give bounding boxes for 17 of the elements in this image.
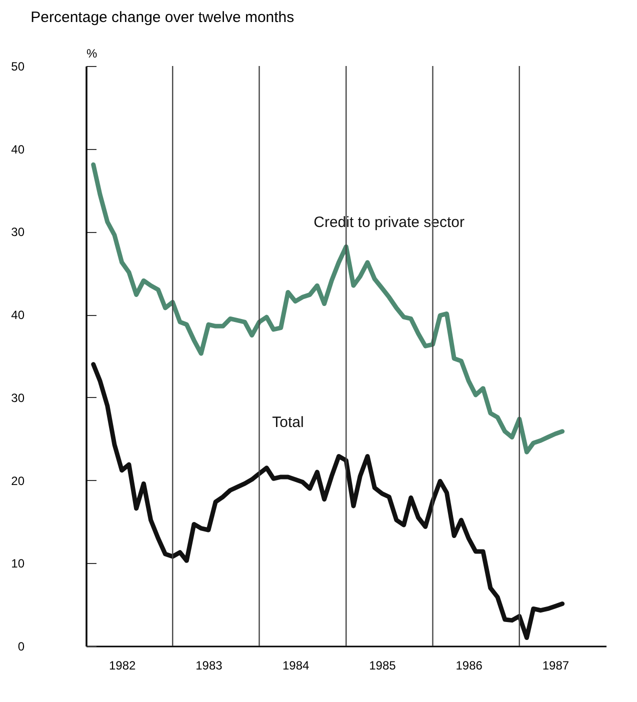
x-tick-label: 1982 <box>108 658 136 672</box>
y-tick-label: 20 <box>11 474 25 488</box>
y-tick-label: 10 <box>11 556 25 571</box>
line-series <box>91 162 565 454</box>
x-tick-label: 1986 <box>456 658 483 672</box>
y-tick-label: 40 <box>11 308 25 322</box>
chart-title: Percentage change over twelve months <box>30 9 294 26</box>
y2-axis-title: % <box>86 46 98 60</box>
x-tick-label: 1985 <box>369 658 396 672</box>
y-tick-label: 0 <box>18 640 25 654</box>
line-series <box>91 362 565 640</box>
x-tick-label: 1984 <box>282 658 310 672</box>
y2-tick-label: 50 <box>11 60 25 74</box>
y-tick-label: 30 <box>11 390 25 405</box>
x-tick-label: 1987 <box>542 658 570 672</box>
x-tick-label: 1983 <box>196 658 223 672</box>
text: Total <box>272 414 304 431</box>
